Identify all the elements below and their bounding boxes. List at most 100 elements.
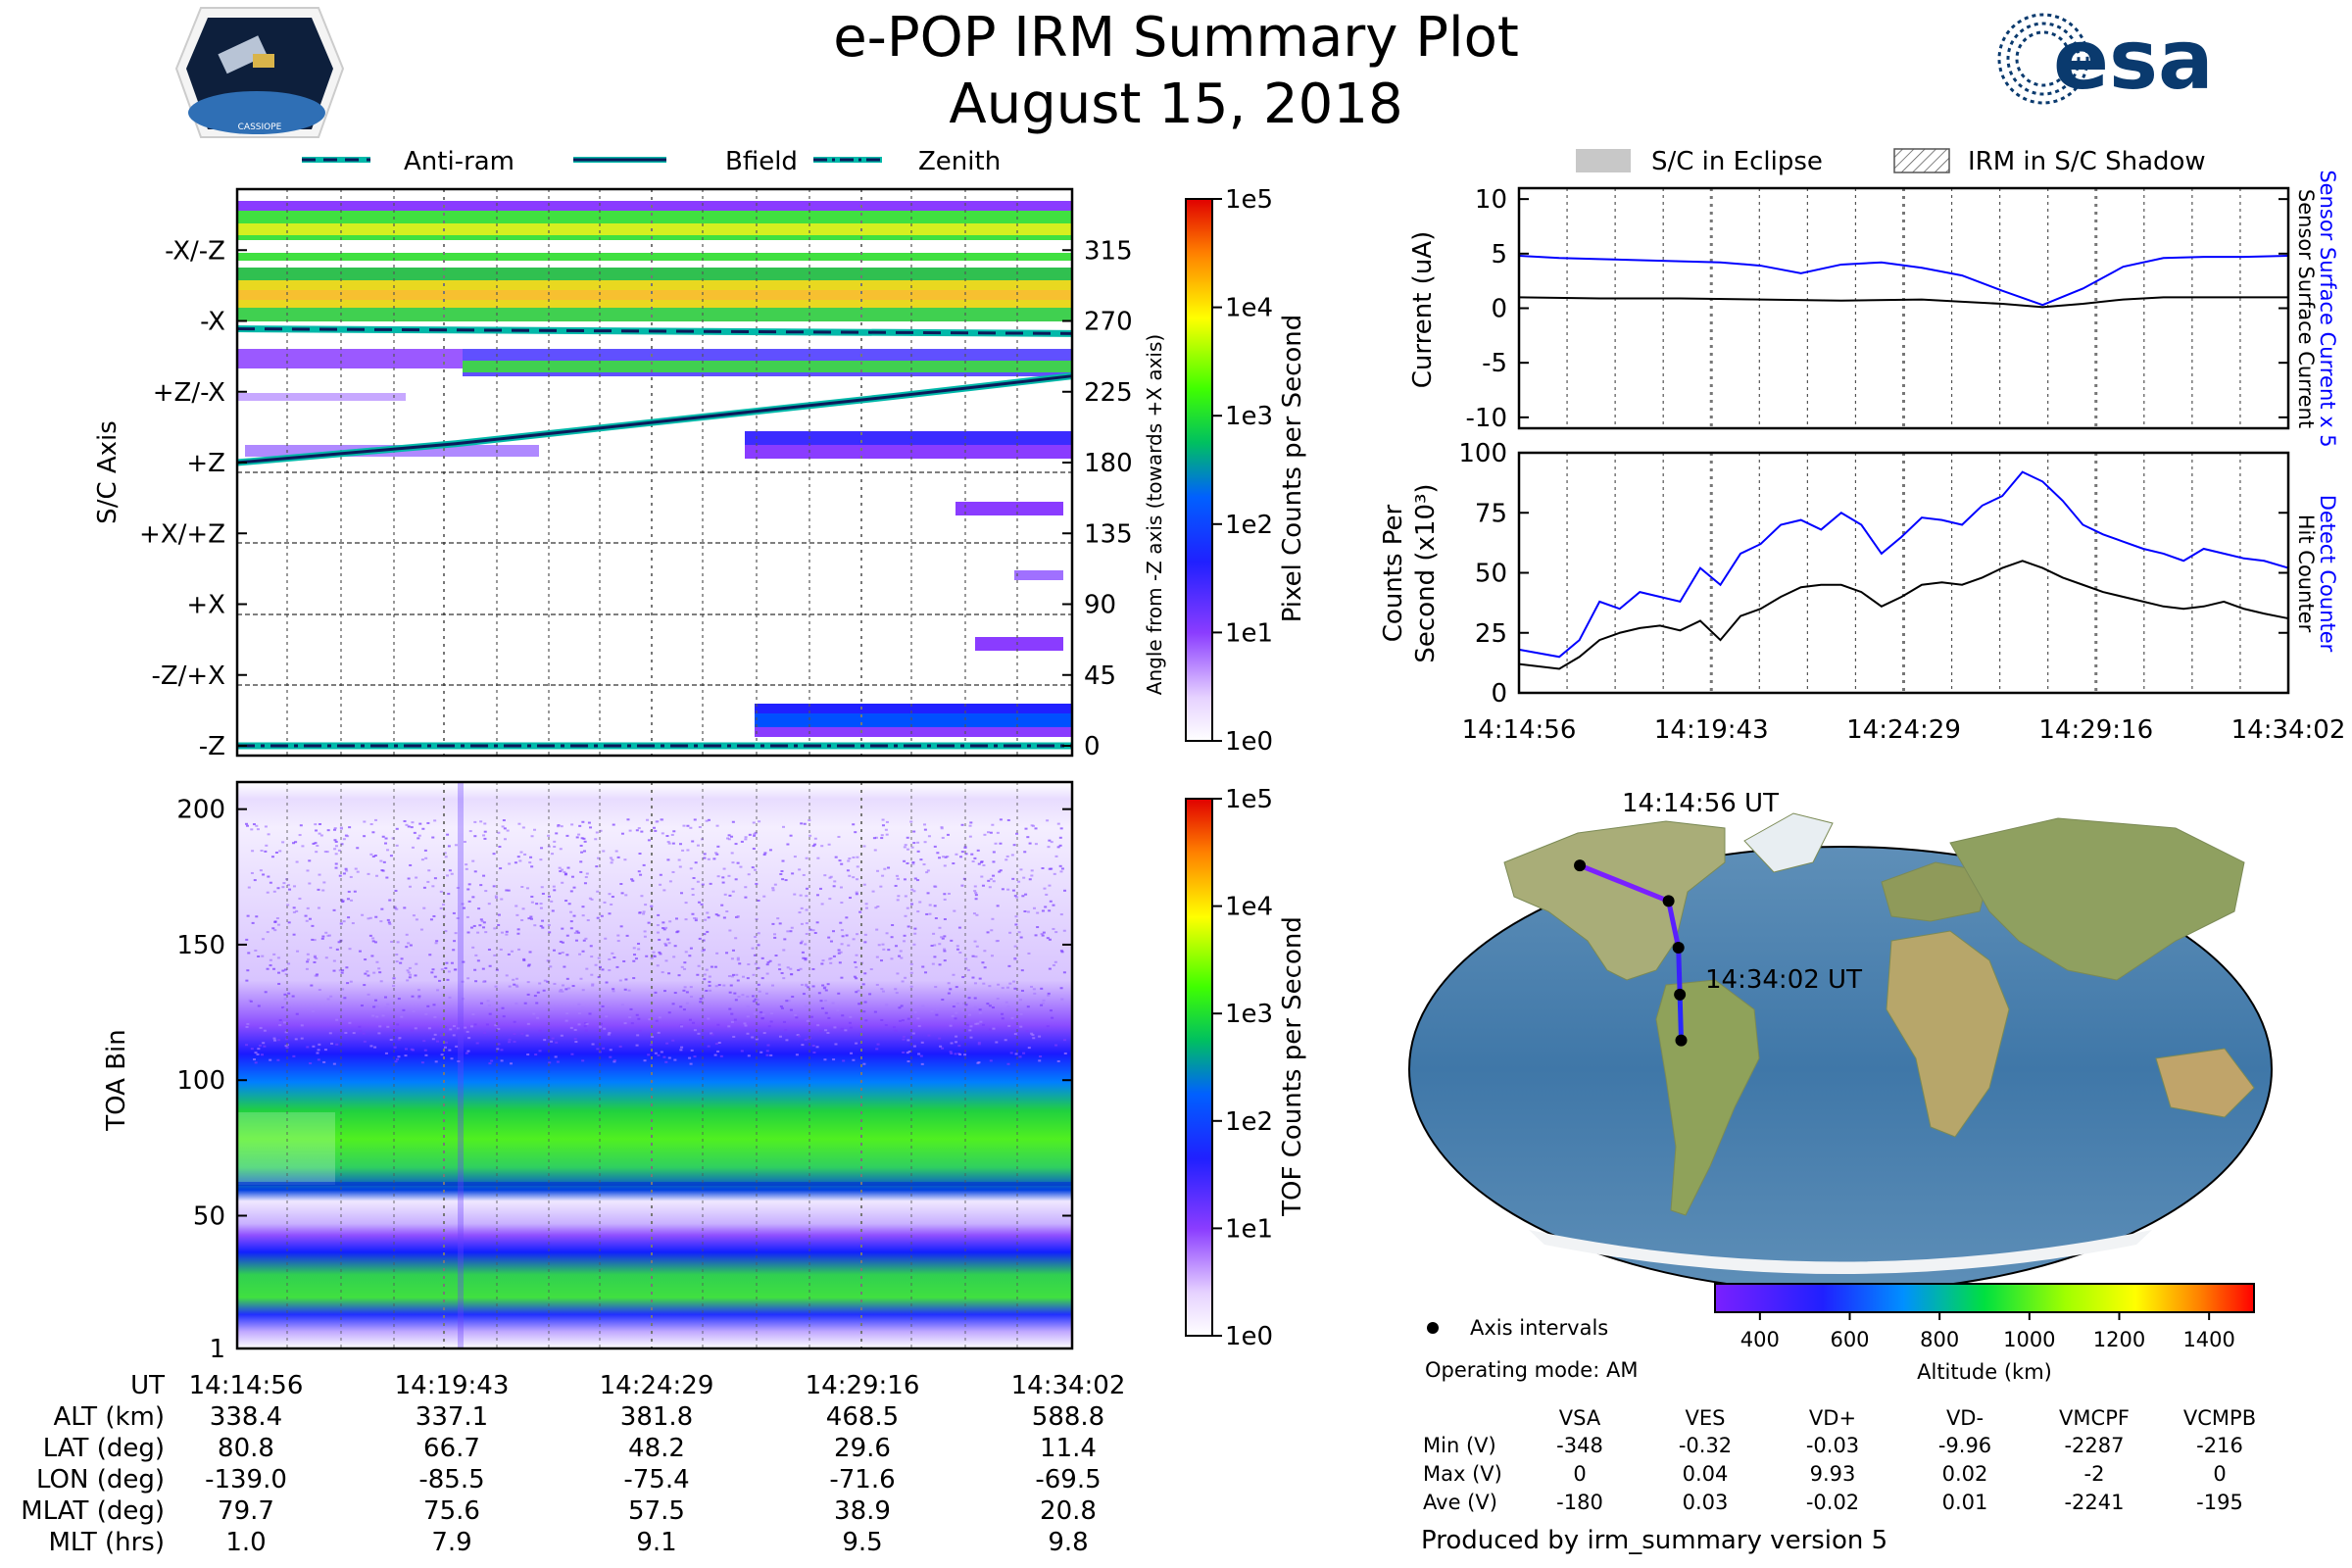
- toa-speckle-dot: [277, 1039, 281, 1042]
- toa-speckle-dot: [259, 869, 263, 872]
- toa-speckle-dot: [1001, 987, 1004, 990]
- toa-speckle-dot: [746, 1032, 750, 1035]
- toa-speckle-dot: [555, 832, 559, 835]
- toa-speckle-dot: [429, 918, 433, 921]
- toa-speckle-dot: [372, 971, 376, 974]
- toa-speckle-dot: [658, 1016, 662, 1019]
- toa-speckle-dot: [530, 895, 534, 898]
- toa-speckle-dot: [1013, 895, 1017, 898]
- toa-speckle-dot: [715, 853, 719, 856]
- toa-speckle-dot: [624, 978, 628, 981]
- toa-speckle-dot: [308, 859, 312, 862]
- toa-speckle-dot: [941, 999, 945, 1002]
- toa-speckle-dot: [419, 928, 423, 931]
- toa-speckle-dot: [727, 874, 731, 877]
- toa-speckle-dot: [367, 993, 370, 996]
- toa-speckle-dot: [313, 960, 317, 963]
- toa-speckle-dot: [553, 845, 557, 848]
- toa-speckle-dot: [509, 1062, 513, 1065]
- toa-speckle-dot: [852, 823, 856, 826]
- toa-speckle-dot: [754, 935, 758, 938]
- toa-speckle-dot: [530, 835, 534, 838]
- toa-speckle-dot: [543, 1039, 547, 1042]
- toa-speckle-dot: [690, 1049, 694, 1052]
- toa-speckle-dot: [689, 1062, 693, 1065]
- toa-speckle-dot: [753, 833, 757, 836]
- toa-speckle-dot: [799, 942, 803, 945]
- toa-speckle-dot: [261, 938, 265, 941]
- toa-speckle-dot: [642, 910, 646, 913]
- toa-speckle-dot: [837, 952, 841, 955]
- orbit-track-segment: [1676, 945, 1683, 998]
- toa-speckle-dot: [705, 990, 709, 993]
- toa-speckle-dot: [452, 911, 456, 914]
- toa-speckle-dot: [508, 1041, 512, 1044]
- toa-speckle-dot: [980, 875, 984, 878]
- toa-speckle-dot: [833, 880, 837, 883]
- toa-speckle-dot: [527, 917, 531, 920]
- toa-speckle-dot: [507, 889, 511, 892]
- toa-speckle-dot: [415, 918, 418, 921]
- toa-speckle-dot: [779, 872, 783, 875]
- ephemeris-cell: 80.8: [218, 1434, 274, 1463]
- voltage-cell: -180: [1556, 1491, 1603, 1514]
- toa-speckle-dot: [744, 838, 748, 841]
- toa-speckle-dot: [954, 1053, 957, 1055]
- toa-speckle-dot: [579, 870, 583, 873]
- toa-speckle-dot: [589, 945, 593, 948]
- toa-speckle-dot: [578, 953, 582, 956]
- toa-speckle-dot: [282, 882, 286, 885]
- toa-speckle-dot: [847, 944, 851, 947]
- toa-speckle-dot: [493, 954, 497, 956]
- voltage-cell: 0: [2213, 1462, 2226, 1486]
- toa-speckle-dot: [387, 921, 391, 924]
- toa-speckle-dot: [348, 826, 352, 829]
- toa-speckle-dot: [1012, 980, 1016, 983]
- toa-speckle-dot: [258, 1044, 262, 1047]
- toa-speckle-dot: [1032, 1037, 1036, 1040]
- toa-speckle-dot: [379, 980, 383, 983]
- toa-speckle-dot: [748, 833, 752, 836]
- toa-speckle-dot: [466, 888, 470, 891]
- toa-speckle-dot: [873, 1010, 877, 1013]
- axis-intervals-label: Axis intervals: [1470, 1316, 1608, 1340]
- toa-speckle-dot: [909, 985, 913, 988]
- toa-speckle-dot: [371, 937, 375, 940]
- toa-speckle-dot: [956, 945, 959, 948]
- toa-speckle-dot: [808, 819, 811, 822]
- toa-speckle-dot: [699, 998, 703, 1001]
- toa-speckle-dot: [612, 956, 616, 959]
- toa-speckle-dot: [1028, 842, 1032, 845]
- toa-speckle-dot: [782, 825, 786, 828]
- toa-speckle-dot: [440, 1034, 444, 1037]
- toa-speckle-dot: [475, 1042, 479, 1045]
- toa-speckle-dot: [697, 901, 701, 904]
- toa-speckle-dot: [414, 1027, 417, 1030]
- tof-colorbar-label: TOF Counts per Second: [1278, 916, 1307, 1217]
- toa-speckle-dot: [514, 861, 517, 864]
- colorbar-tick-label: 1e2: [1225, 511, 1273, 540]
- toa-speckle-dot: [1032, 824, 1036, 827]
- toa-speckle-dot: [654, 1052, 658, 1054]
- toa-speckle-dot: [828, 957, 832, 960]
- toa-speckle-dot: [476, 959, 480, 962]
- toa-speckle-dot: [938, 857, 942, 859]
- toa-speckle-dot: [526, 993, 530, 996]
- toa-speckle-dot: [667, 1011, 671, 1014]
- toa-speckle-dot: [910, 846, 914, 849]
- toa-speckle-dot: [656, 924, 660, 927]
- toa-speckle-dot: [488, 1062, 492, 1065]
- toa-speckle-dot: [938, 926, 942, 929]
- ephemeris-table: UT 14:14:56 14:19:43 14:24:29 14:29:16 14:34:…: [21, 1371, 1125, 1557]
- toa-speckle-dot: [417, 997, 421, 1000]
- toa-speckle-dot: [379, 859, 383, 862]
- toa-speckle-dot: [575, 836, 579, 839]
- toa-speckle-dot: [821, 959, 825, 962]
- toa-speckle-dot: [1046, 819, 1050, 822]
- toa-speckle-dot: [824, 989, 828, 992]
- toa-speckle-dot: [958, 1054, 962, 1056]
- sc-axis-lines: [236, 325, 1073, 750]
- toa-speckle-dot: [664, 944, 668, 947]
- toa-speckle-dot: [881, 874, 885, 877]
